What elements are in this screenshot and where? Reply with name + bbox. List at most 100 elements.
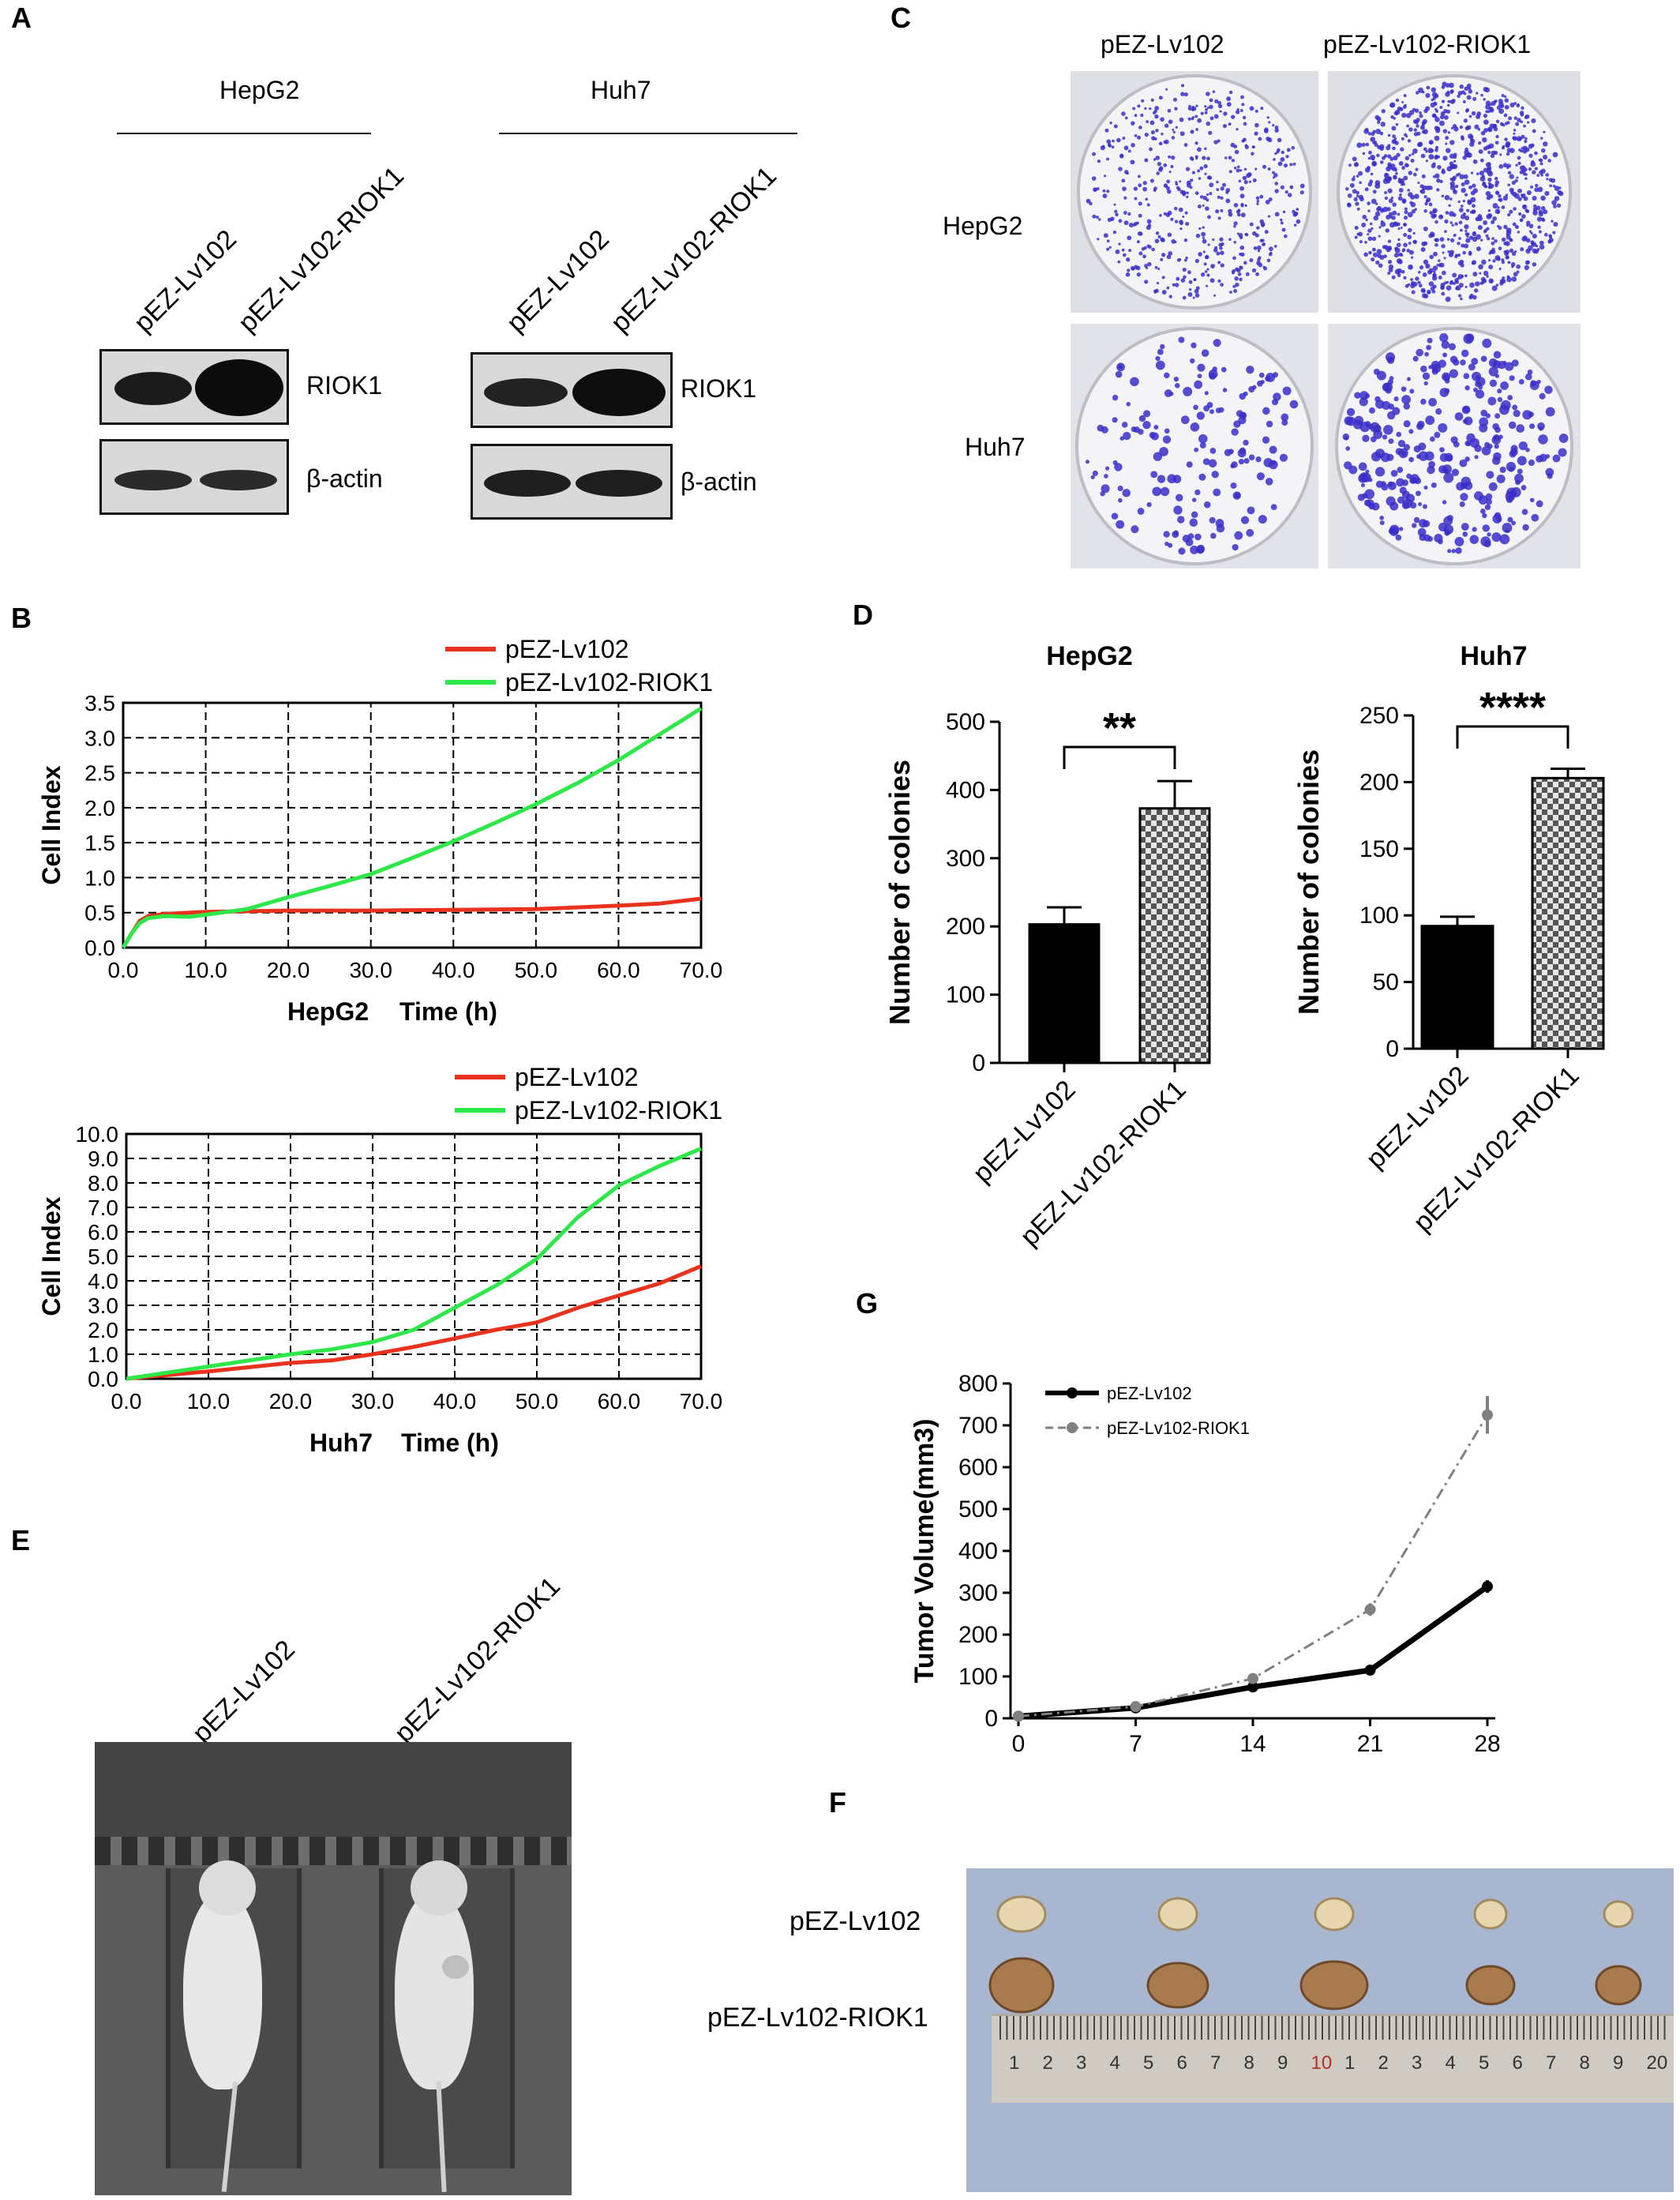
colony [1407,139,1412,143]
colony [1544,385,1553,394]
colony [1374,183,1381,190]
colony [1348,465,1358,475]
colony [1401,199,1407,204]
x-axis-label-prefix: HepG2 [287,997,369,1026]
x-axis-label: Days [1221,1774,1284,1777]
colony [1163,163,1168,167]
colony [1268,197,1273,202]
ruler-number: 8 [1243,2052,1254,2074]
colony [1433,270,1436,274]
colony [1209,532,1217,539]
colony [1197,118,1202,123]
colony [1254,109,1258,113]
colony [1421,174,1426,178]
colony [1191,158,1194,161]
blot-label-riok1-huh7: RIOK1 [681,374,757,403]
colony [1244,145,1249,149]
colony [1425,106,1431,111]
colony [1239,186,1244,191]
colony [1231,271,1235,275]
colony [1420,246,1426,252]
colony [1499,278,1505,283]
colony [1521,509,1528,516]
colony [1464,179,1470,185]
colony [1504,104,1509,110]
colony [1377,145,1382,150]
colony [1509,238,1513,242]
colony [1396,152,1401,157]
colony [1243,439,1249,446]
colony [1154,265,1158,269]
colony [1508,116,1513,121]
colony [1387,154,1392,159]
colony [1104,474,1108,479]
colony [1383,254,1387,258]
colony [1118,167,1123,171]
x-tick-label: 10.0 [184,958,227,982]
colony [1168,295,1172,298]
colony [1497,206,1500,209]
colony [1468,115,1472,118]
colony [1158,96,1163,100]
colony [1495,283,1499,287]
colony [1441,291,1446,296]
colony [1446,166,1453,172]
colony [1140,113,1144,118]
colony [1205,254,1209,260]
colony [1371,131,1375,137]
colony [1142,420,1151,430]
colony [1485,493,1493,501]
colony [1160,237,1164,242]
colony [1146,501,1152,508]
dish-rim [1075,327,1314,565]
colony [1401,250,1404,253]
colony [1506,233,1509,236]
colony [1393,396,1399,402]
colony [1391,275,1396,280]
colony [1464,193,1468,197]
colony [1549,184,1552,188]
colony [1208,369,1218,379]
colony [1242,115,1247,120]
colony [1427,535,1434,542]
tumor-specimens [988,1895,1642,2014]
colony [1420,189,1426,194]
colony [1371,236,1377,242]
colony [1364,187,1369,192]
colony [1420,398,1427,405]
colony [1367,209,1371,212]
data-point [1482,1581,1493,1593]
colony [1488,366,1498,377]
x-tick-label: 21 [1357,1731,1383,1757]
colony [1252,385,1257,390]
colony [1453,233,1457,238]
colony [1166,254,1172,260]
colony [1202,238,1207,244]
colony [1505,362,1514,371]
colony [1222,388,1228,392]
colony [1174,241,1177,244]
colony [1368,250,1372,255]
x-tick-label: 60.0 [598,1389,641,1413]
colony [1513,207,1517,211]
colony [1098,218,1101,221]
mouse-body-control [183,1892,262,2089]
colony [1164,123,1169,128]
colony [1258,262,1263,268]
colony [1138,126,1142,130]
colony [1191,107,1195,111]
colony [1105,466,1110,471]
colony [1530,380,1536,386]
colony [1097,159,1101,163]
colony [1097,424,1104,432]
colony [1209,98,1213,103]
colony [1121,248,1125,252]
colony [1448,204,1451,207]
colony [1204,172,1207,175]
colony [1400,253,1404,257]
colony [1219,237,1224,242]
colony [1471,371,1482,381]
colony [1197,363,1206,372]
colony [1153,137,1157,141]
